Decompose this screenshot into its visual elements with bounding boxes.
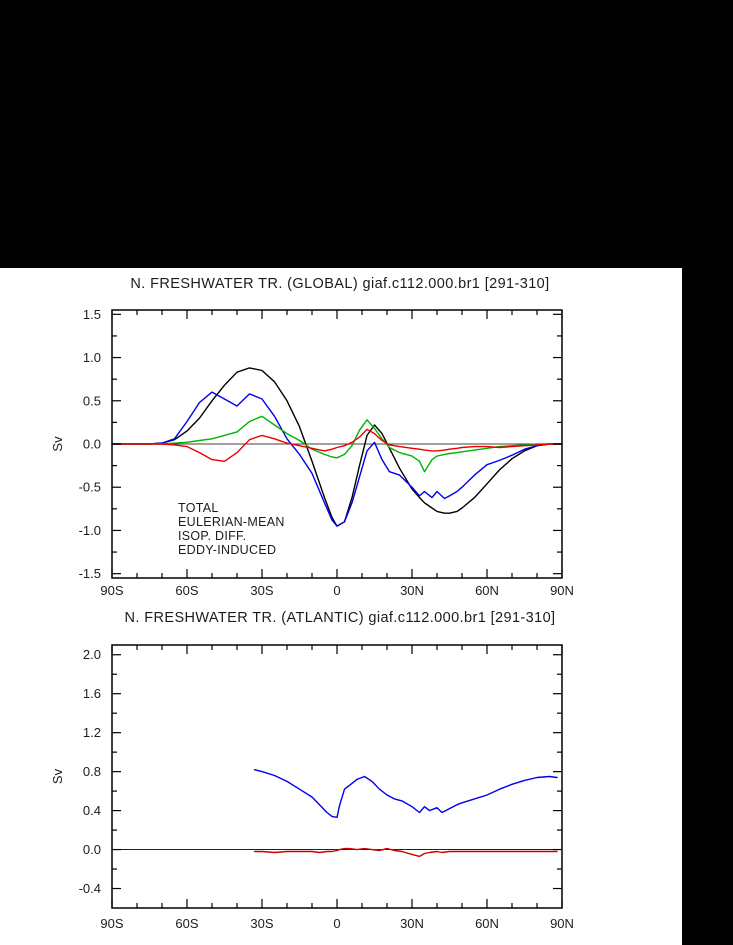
plot-panel: N. FRESHWATER TR. (GLOBAL) giaf.c112.000…	[0, 268, 682, 945]
chart-atlantic-canvas: 90S 60S 30S 0 30N 60N 90N -0.4 0.0 0.4 0.8 1.2 1.6 2.…	[50, 644, 574, 931]
svg-text:0.0: 0.0	[83, 437, 101, 452]
svg-text:-1.5: -1.5	[79, 566, 101, 581]
svg-text:60S: 60S	[175, 583, 198, 598]
svg-text:1.0: 1.0	[83, 350, 101, 365]
svg-text:60S: 60S	[175, 916, 198, 931]
chart-global: N. FRESHWATER TR. (GLOBAL) giaf.c112.000…	[0, 268, 682, 602]
svg-text:ISOP. DIFF.: ISOP. DIFF.	[178, 529, 246, 543]
chart-atlantic: N. FRESHWATER TR. (ATLANTIC) giaf.c112.0…	[0, 602, 682, 945]
svg-text:30S: 30S	[250, 916, 273, 931]
svg-text:TOTAL: TOTAL	[178, 501, 219, 515]
svg-text:0.4: 0.4	[83, 803, 101, 818]
svg-text:0.0: 0.0	[83, 842, 101, 857]
svg-text:30N: 30N	[400, 583, 424, 598]
svg-text:90N: 90N	[550, 583, 574, 598]
svg-text:-0.5: -0.5	[79, 480, 101, 495]
svg-text:90S: 90S	[100, 583, 123, 598]
svg-text:0: 0	[333, 916, 340, 931]
svg-text:90S: 90S	[100, 916, 123, 931]
svg-text:0.5: 0.5	[83, 393, 101, 408]
svg-text:0.8: 0.8	[83, 764, 101, 779]
svg-text:60N: 60N	[475, 583, 499, 598]
svg-text:EDDY-INDUCED: EDDY-INDUCED	[178, 543, 276, 557]
svg-text:30S: 30S	[250, 583, 273, 598]
svg-text:-1.0: -1.0	[79, 523, 101, 538]
svg-text:30N: 30N	[400, 916, 424, 931]
chart-global-title: N. FRESHWATER TR. (GLOBAL) giaf.c112.000…	[130, 276, 550, 292]
svg-text:1.5: 1.5	[83, 307, 101, 322]
svg-text:60N: 60N	[475, 916, 499, 931]
svg-text:0: 0	[333, 583, 340, 598]
svg-text:-0.4: -0.4	[79, 881, 101, 896]
svg-text:EULERIAN-MEAN: EULERIAN-MEAN	[178, 515, 285, 529]
svg-text:1.2: 1.2	[83, 725, 101, 740]
svg-text:90N: 90N	[550, 916, 574, 931]
svg-text:1.6: 1.6	[83, 686, 101, 701]
chart-atlantic-title: N. FRESHWATER TR. (ATLANTIC) giaf.c112.0…	[124, 610, 556, 626]
svg-text:Sv: Sv	[50, 768, 65, 784]
svg-text:2.0: 2.0	[83, 647, 101, 662]
svg-text:Sv: Sv	[50, 436, 65, 452]
chart-global-canvas: 90S 60S 30S 0 30N 60N 90N -1.5 -1.0 -0.5 0.0 0.5 1.0…	[50, 307, 574, 598]
